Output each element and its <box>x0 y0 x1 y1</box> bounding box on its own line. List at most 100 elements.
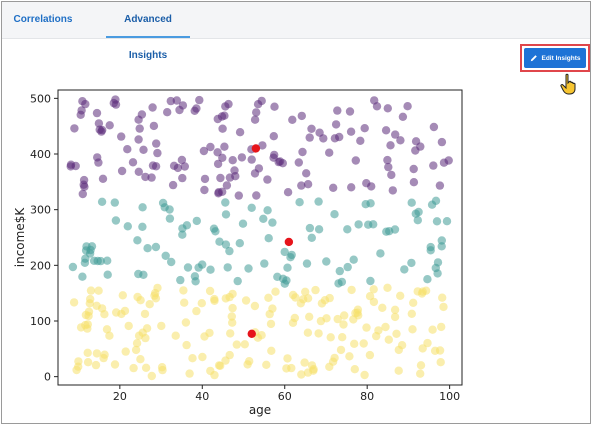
data-point <box>221 240 231 249</box>
data-point <box>383 104 392 113</box>
tab-bar: Correlations Advanced Insights <box>2 2 590 61</box>
x-tick-label: 40 <box>195 390 209 403</box>
data-point <box>383 155 392 165</box>
data-point <box>250 115 260 124</box>
data-point <box>351 156 360 165</box>
data-point <box>282 364 291 373</box>
data-point <box>297 181 306 190</box>
data-point <box>258 141 267 150</box>
data-point <box>180 298 189 307</box>
scatter-chart: 20 40 60 80 100 0 100 200 300 400 500 age income$K <box>13 89 463 417</box>
data-point <box>141 172 150 182</box>
data-point <box>243 360 252 369</box>
data-point <box>78 189 88 199</box>
data-point <box>194 263 203 272</box>
data-point <box>338 333 347 342</box>
tab-correlations[interactable]: Correlations <box>13 14 73 25</box>
data-point <box>238 219 248 228</box>
y-tick-label: 400 <box>30 148 51 161</box>
data-point <box>235 239 244 248</box>
data-point <box>147 173 156 182</box>
data-point <box>92 108 102 118</box>
data-point <box>247 155 256 164</box>
data-point <box>143 244 152 253</box>
data-point <box>221 198 230 207</box>
data-point <box>264 234 273 243</box>
data-point <box>311 285 320 295</box>
data-point <box>283 263 292 272</box>
data-point <box>259 214 268 223</box>
data-point <box>124 321 133 331</box>
data-point <box>345 107 355 116</box>
data-point <box>214 361 224 370</box>
data-point <box>69 298 79 307</box>
data-point <box>314 225 324 234</box>
data-point <box>86 286 96 295</box>
data-point <box>147 371 156 381</box>
data-point <box>182 340 191 350</box>
data-point <box>200 174 210 184</box>
edit-insights-label: Edit Insights <box>541 54 581 62</box>
data-point <box>297 370 306 379</box>
data-point <box>287 250 296 260</box>
data-point <box>331 120 341 129</box>
data-point <box>200 185 209 195</box>
data-point <box>390 225 400 234</box>
data-point <box>294 158 303 167</box>
y-tick-label: 0 <box>44 371 51 384</box>
data-point <box>109 98 119 108</box>
data-point <box>86 294 95 304</box>
data-point <box>319 134 328 143</box>
data-point <box>157 363 167 372</box>
data-point <box>177 155 187 165</box>
data-point <box>217 112 227 121</box>
data-point <box>428 325 437 334</box>
data-point <box>343 262 352 272</box>
data-point <box>264 293 273 302</box>
x-tick-label: 60 <box>278 390 292 403</box>
data-point <box>303 180 313 189</box>
data-point <box>210 370 219 380</box>
data-point <box>437 242 446 251</box>
data-point <box>366 276 375 286</box>
data-point <box>178 173 187 183</box>
data-point <box>340 311 349 320</box>
data-point <box>359 339 368 348</box>
data-point <box>221 294 230 303</box>
data-point <box>337 277 347 287</box>
data-point <box>190 106 199 116</box>
data-point <box>333 314 342 324</box>
data-point <box>438 293 447 302</box>
x-tick-label: 80 <box>360 390 374 403</box>
edit-insights-button[interactable]: Edit Insights <box>524 48 586 68</box>
data-point <box>228 318 237 327</box>
data-point <box>151 162 161 171</box>
data-point <box>390 312 400 322</box>
data-point <box>288 115 297 125</box>
data-point <box>152 139 161 148</box>
data-point <box>383 283 392 292</box>
data-point <box>260 259 269 268</box>
data-point <box>72 365 81 375</box>
data-point <box>157 321 166 331</box>
data-point <box>278 159 287 168</box>
tab-advanced-insights[interactable]: Advanced Insights <box>106 2 190 61</box>
data-point <box>403 102 412 111</box>
data-point <box>121 347 130 356</box>
data-point <box>128 158 138 167</box>
y-tick-label: 200 <box>30 259 51 272</box>
data-point <box>136 296 145 305</box>
data-point <box>307 233 316 242</box>
data-point <box>158 198 168 208</box>
data-point <box>110 198 120 207</box>
data-point <box>112 308 121 317</box>
data-point <box>167 257 176 267</box>
x-axis-label: age <box>249 403 271 417</box>
data-point <box>325 148 334 157</box>
data-point <box>199 146 209 156</box>
data-point <box>198 352 207 362</box>
data-point <box>141 363 151 372</box>
data-point <box>384 335 393 344</box>
data-point <box>354 220 363 229</box>
data-point <box>197 299 206 308</box>
